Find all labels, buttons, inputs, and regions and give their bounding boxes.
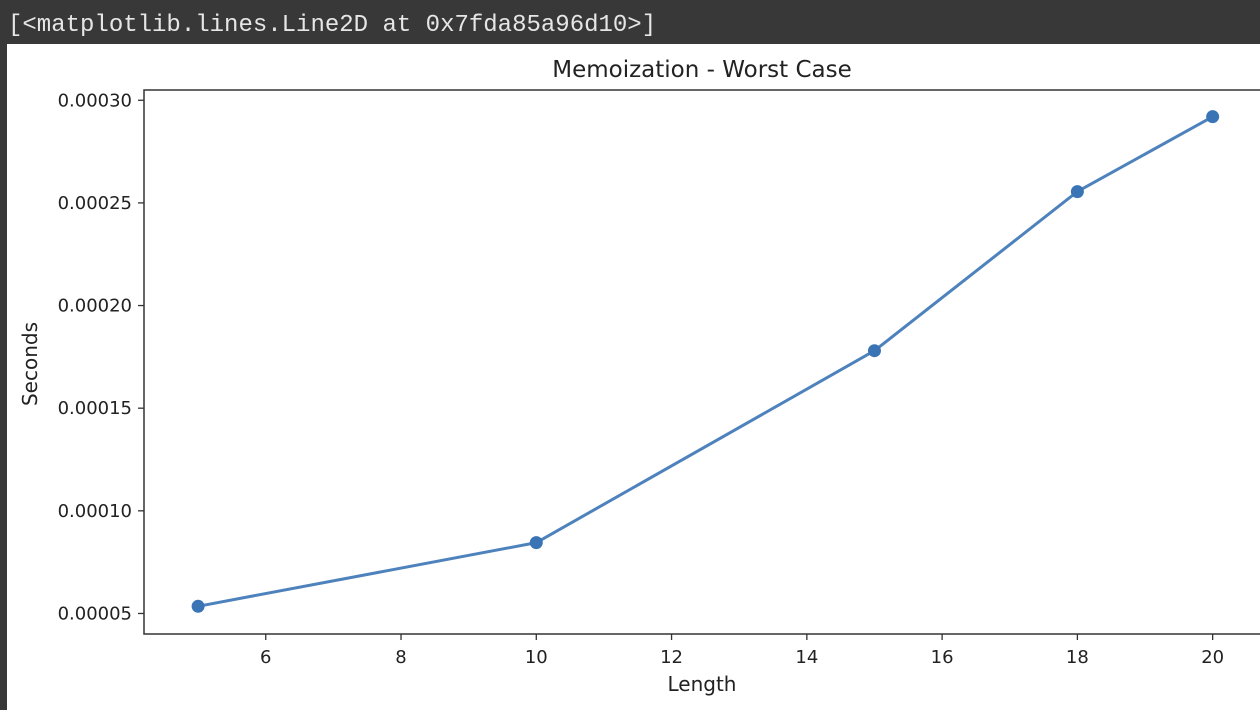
x-tick-label: 18 [1066, 647, 1089, 668]
series-layer [191, 110, 1220, 613]
cell-output-header: [<matplotlib.lines.Line2D at 0x7fda85a96… [0, 0, 1260, 44]
x-tick-label: 8 [395, 647, 406, 668]
chart-title: Memoization - Worst Case [552, 57, 852, 83]
x-axis-label: Length [668, 672, 737, 696]
plot-frame [143, 89, 1260, 635]
series-line [197, 115, 1214, 608]
x-tick-label: 6 [260, 647, 271, 668]
x-tick-label: 16 [931, 647, 954, 668]
y-axis-ticks: 0.00005 0.00010 0.00015 0.00020 0.00025 0.000… [58, 90, 144, 624]
y-tick-label: 0.00025 [58, 193, 132, 214]
data-point [867, 344, 881, 358]
y-tick-label: 0.00010 [58, 501, 132, 522]
y-tick-label: 0.00015 [58, 398, 132, 419]
x-axis-ticks: 6 8 10 12 14 16 18 20 [260, 634, 1224, 668]
y-axis-label: Seconds [18, 322, 42, 406]
figure-area [7, 44, 1260, 710]
output-repr-text: [<matplotlib.lines.Line2D at 0x7fda85a96… [8, 12, 657, 39]
x-tick-label: 20 [1201, 647, 1224, 668]
y-tick-label: 0.00030 [58, 90, 132, 111]
x-tick-label: 12 [660, 647, 683, 668]
x-tick-label: 10 [525, 647, 548, 668]
data-point [1206, 110, 1220, 124]
data-point [1070, 185, 1084, 199]
y-tick-label: 0.00005 [58, 603, 132, 624]
data-point [529, 536, 543, 550]
data-point [191, 599, 205, 613]
x-tick-label: 14 [795, 647, 818, 668]
y-tick-label: 0.00020 [58, 296, 132, 317]
